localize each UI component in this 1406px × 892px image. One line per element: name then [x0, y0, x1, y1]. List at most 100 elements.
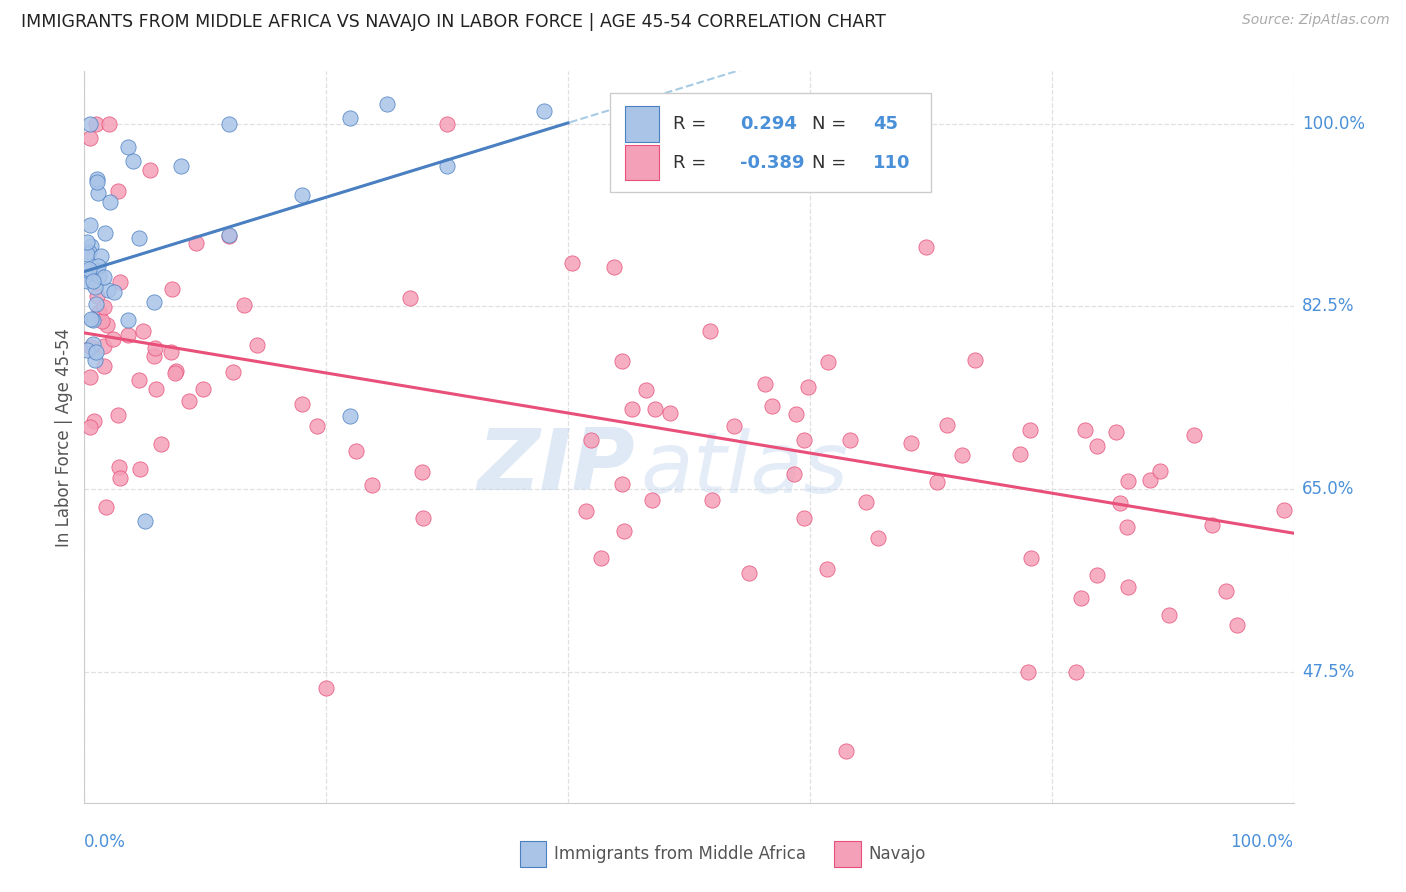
Text: N =: N =	[813, 153, 852, 172]
Point	[896, 117, 918, 131]
Point	[103, 332, 125, 346]
Bar	[624, 106, 659, 142]
Point	[375, 96, 398, 111]
Point	[782, 467, 804, 481]
Point	[965, 353, 987, 368]
Point	[315, 681, 337, 695]
Point	[761, 400, 783, 414]
Point	[86, 117, 108, 131]
Text: 100.0%: 100.0%	[1230, 833, 1294, 851]
Point	[108, 276, 131, 290]
Point	[79, 218, 101, 232]
Point	[87, 269, 110, 284]
Point	[1226, 618, 1249, 632]
Point	[103, 285, 125, 300]
Point	[97, 117, 120, 131]
Text: 82.5%: 82.5%	[1302, 297, 1354, 316]
Point	[610, 476, 633, 491]
Point	[79, 369, 101, 384]
Point	[76, 247, 98, 261]
Point	[1105, 425, 1128, 439]
Point	[94, 500, 117, 514]
Point	[855, 495, 877, 509]
Point	[1116, 474, 1139, 488]
Point	[128, 230, 150, 244]
Point	[835, 743, 858, 757]
Point	[98, 195, 121, 210]
Point	[575, 503, 598, 517]
Point	[122, 154, 145, 169]
Point	[96, 318, 118, 332]
Point	[162, 282, 184, 296]
Point	[436, 159, 458, 173]
Point	[613, 524, 636, 538]
Point	[132, 324, 155, 338]
Point	[797, 380, 820, 394]
Point	[128, 373, 150, 387]
Point	[79, 239, 101, 253]
Text: N =: N =	[813, 115, 852, 133]
Point	[641, 492, 664, 507]
Point	[107, 409, 129, 423]
Point	[139, 163, 162, 178]
Point	[1064, 665, 1087, 680]
Point	[134, 514, 156, 528]
Point	[108, 459, 131, 474]
Point	[610, 354, 633, 368]
Point	[160, 344, 183, 359]
Point	[291, 397, 314, 411]
Point	[815, 562, 838, 576]
Point	[97, 283, 120, 297]
Point	[86, 172, 108, 186]
Point	[82, 336, 104, 351]
Point	[579, 434, 602, 448]
Point	[361, 478, 384, 492]
Point	[76, 235, 98, 249]
Point	[76, 274, 98, 288]
Point	[868, 531, 890, 545]
Point	[936, 417, 959, 432]
Point	[900, 436, 922, 450]
Point	[93, 359, 115, 373]
Text: 0.0%: 0.0%	[84, 833, 127, 851]
Text: 110: 110	[873, 153, 910, 172]
Point	[399, 291, 422, 305]
Point	[218, 228, 240, 243]
Point	[145, 383, 167, 397]
Point	[87, 304, 110, 318]
Point	[1159, 608, 1181, 623]
Text: 65.0%: 65.0%	[1302, 480, 1354, 499]
Bar	[624, 145, 659, 180]
Point	[149, 436, 172, 450]
Point	[793, 511, 815, 525]
Point	[117, 140, 139, 154]
Point	[561, 256, 583, 270]
Point	[218, 117, 240, 131]
Point	[170, 159, 193, 173]
Point	[1018, 424, 1040, 438]
Point	[1085, 439, 1108, 453]
Point	[129, 462, 152, 476]
Point	[77, 264, 100, 278]
Point	[79, 117, 101, 131]
Point	[1139, 473, 1161, 487]
Point	[1085, 568, 1108, 582]
Point	[79, 131, 101, 145]
Point	[93, 300, 115, 314]
Point	[86, 175, 108, 189]
Point	[107, 184, 129, 198]
Point	[218, 228, 240, 243]
Point	[84, 345, 107, 359]
Point	[82, 275, 104, 289]
Point	[143, 349, 166, 363]
Point	[80, 312, 103, 326]
Text: 0.294: 0.294	[740, 115, 797, 133]
Point	[305, 419, 328, 434]
Point	[754, 376, 776, 391]
Point	[1215, 584, 1237, 599]
FancyBboxPatch shape	[610, 94, 931, 192]
Text: atlas: atlas	[641, 428, 849, 511]
Point	[915, 239, 938, 253]
Bar	[834, 841, 860, 867]
Point	[86, 289, 108, 303]
